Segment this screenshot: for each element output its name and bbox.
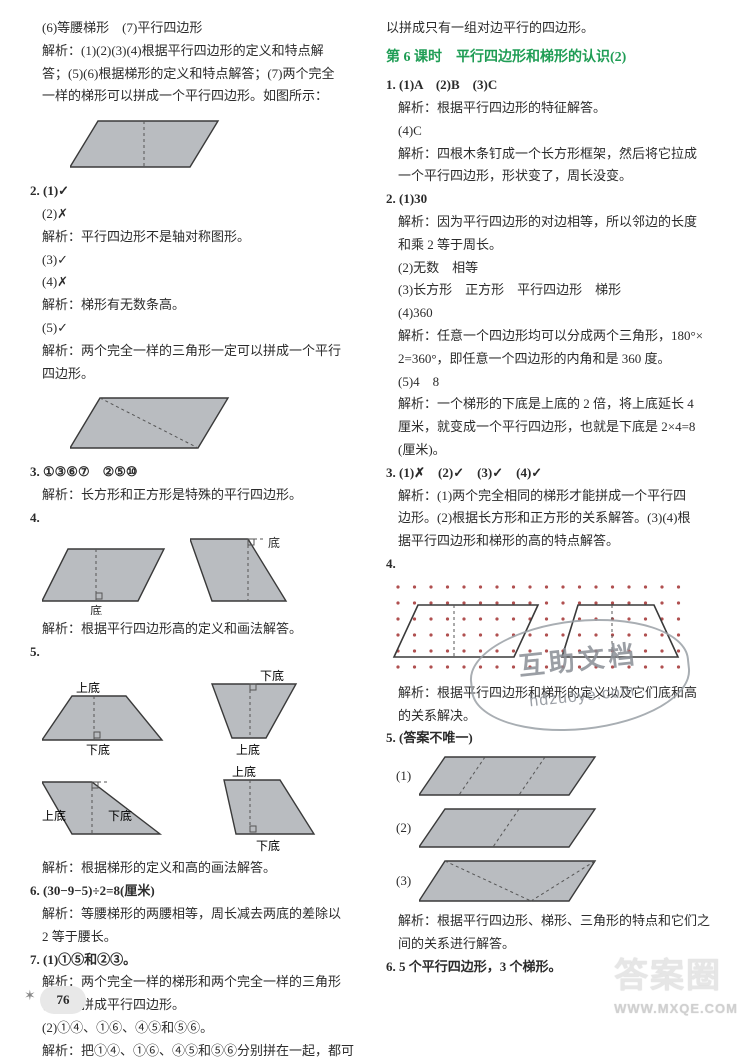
figure-r5-3: (3) xyxy=(396,855,720,907)
svg-text:下底: 下底 xyxy=(260,668,284,683)
analysis: 的关系解决。 xyxy=(386,706,720,727)
analysis: 解析：两个完全一样的三角形一定可以拼成一个平行 xyxy=(30,341,364,362)
svg-text:下底: 下底 xyxy=(86,742,110,757)
analysis: 解析：等腰梯形的两腰相等，周长减去两底的差除以 xyxy=(30,904,364,925)
r1: 1. (1)A (2)B (3)C xyxy=(386,75,720,96)
svg-text:下底: 下底 xyxy=(108,808,132,823)
q2-4: (4)✗ xyxy=(30,272,364,293)
analysis: 解析：根据平行四边形、梯形、三角形的特点和它们之 xyxy=(386,911,720,932)
analysis: 解析：根据梯形的定义和高的画法解答。 xyxy=(30,858,364,879)
q2-5: (5)✓ xyxy=(30,318,364,339)
svg-text:底: 底 xyxy=(90,603,102,615)
text: (6)等腰梯形 (7)平行四边形 xyxy=(30,18,364,39)
analysis: 解析：根据平行四边形的特征解答。 xyxy=(386,98,720,119)
analysis: 四边形。 xyxy=(30,364,364,385)
analysis: 一个平行四边形，形状变了，周长没变。 xyxy=(386,166,720,187)
analysis: 解析：四根木条钉成一个长方形框架，然后将它拉成 xyxy=(386,144,720,165)
q6: 6. (30−9−5)÷2=8(厘米) xyxy=(30,881,364,902)
analysis: 答；(5)(6)根据梯形的定义和特点解答；(7)两个完全 xyxy=(30,64,364,85)
figure-dotgrid xyxy=(392,579,720,679)
q5: 5. xyxy=(30,642,364,663)
lesson-title: 第 6 课时 平行四边形和梯形的认识(2) xyxy=(386,47,720,69)
svg-text:上底: 上底 xyxy=(232,764,256,779)
corner-brand: 答案圈 WWW.MXQE.COM xyxy=(614,949,738,1020)
q4: 4. xyxy=(30,508,364,529)
r2: 2. (1)30 xyxy=(386,189,720,210)
figure-parallelogram-split xyxy=(70,113,364,175)
figure-q5-row2: 上底 下底 上底 下底 xyxy=(42,764,364,854)
analysis: 解析：平行四边形不是轴对称图形。 xyxy=(30,227,364,248)
analysis: 解析：长方形和正方形是特殊的平行四边形。 xyxy=(30,485,364,506)
svg-text:上底: 上底 xyxy=(42,808,66,823)
analysis: 边形。(2)根据长方形和正方形的关系解答。(3)(4)根 xyxy=(386,508,720,529)
analysis: (厘米)。 xyxy=(386,440,720,461)
corner-big: 答案圈 xyxy=(614,957,722,995)
carryover: 以拼成只有一组对边平行的四边形。 xyxy=(386,18,720,39)
svg-text:下底: 下底 xyxy=(256,838,280,853)
analysis: 解析：梯形有无数条高。 xyxy=(30,295,364,316)
analysis: 2 等于腰长。 xyxy=(30,927,364,948)
analysis: 据平行四边形和梯形的高的特点解答。 xyxy=(386,531,720,552)
analysis: 解析：因为平行四边形的对边相等，所以邻边的长度 xyxy=(386,212,720,233)
q2-1: 2. (1)✓ xyxy=(30,181,364,202)
q3: 3. ①③⑥⑦ ②⑤⑩ xyxy=(30,462,364,483)
figure-r5-2: (2) xyxy=(396,803,720,853)
label: (1) xyxy=(396,766,411,787)
q2-2: (2)✗ xyxy=(30,204,364,225)
r2b: (2)无数 相等 xyxy=(386,258,720,279)
svg-text:上底: 上底 xyxy=(236,742,260,757)
analysis: 解析：任意一个四边形均可以分成两个三角形，180°× xyxy=(386,326,720,347)
figure-q5-row1: 上底 下底 下底 上底 xyxy=(42,668,364,758)
analysis: 一样的梯形可以拼成一个平行四边形。如图所示： xyxy=(30,86,364,107)
analysis: 解析：把①④、①⑥、④⑤和⑤⑥分别拼在一起，都可 xyxy=(30,1041,364,1062)
analysis: 解析：根据平行四边形和梯形的定义以及它们底和高 xyxy=(386,683,720,704)
analysis: 2=360°，即任意一个四边形的内角和是 360 度。 xyxy=(386,349,720,370)
analysis: 解析：(1)(2)(3)(4)根据平行四边形的定义和特点解 xyxy=(30,41,364,62)
corner-small: WWW.MXQE.COM xyxy=(614,999,738,1020)
figure-parallelogram-diag xyxy=(70,390,364,456)
svg-text:上底: 上底 xyxy=(76,680,100,695)
analysis: 解析：(1)两个完全相同的梯形才能拼成一个平行四 xyxy=(386,486,720,507)
star-icon: ✶ xyxy=(24,986,36,1008)
analysis: 解析：一个梯形的下底是上底的 2 倍，将上底延长 4 xyxy=(386,394,720,415)
r2e: (5)4 8 xyxy=(386,372,720,393)
r5: 5. (答案不唯一) xyxy=(386,728,720,749)
r4: 4. xyxy=(386,554,720,575)
r3: 3. (1)✗ (2)✓ (3)✓ (4)✓ xyxy=(386,463,720,484)
figure-q4: 底 底 xyxy=(42,535,364,615)
analysis: 厘米，就变成一个平行四边形，也就是下底是 2×4=8 xyxy=(386,417,720,438)
page-number: 76 xyxy=(40,986,86,1014)
q7-2: (2)①④、①⑥、④⑤和⑤⑥。 xyxy=(30,1018,364,1039)
q7-1: 7. (1)①⑤和②③。 xyxy=(30,950,364,971)
r2c: (3)长方形 正方形 平行四边形 梯形 xyxy=(386,280,720,301)
q2-3: (3)✓ xyxy=(30,250,364,271)
analysis: 解析：根据平行四边形高的定义和画法解答。 xyxy=(30,619,364,640)
svg-text:底: 底 xyxy=(268,535,280,550)
label: (3) xyxy=(396,871,411,892)
figure-r5-1: (1) xyxy=(396,751,720,801)
analysis: 和乘 2 等于周长。 xyxy=(386,235,720,256)
label: (2) xyxy=(396,818,411,839)
r2d: (4)360 xyxy=(386,303,720,324)
r1b: (4)C xyxy=(386,121,720,142)
